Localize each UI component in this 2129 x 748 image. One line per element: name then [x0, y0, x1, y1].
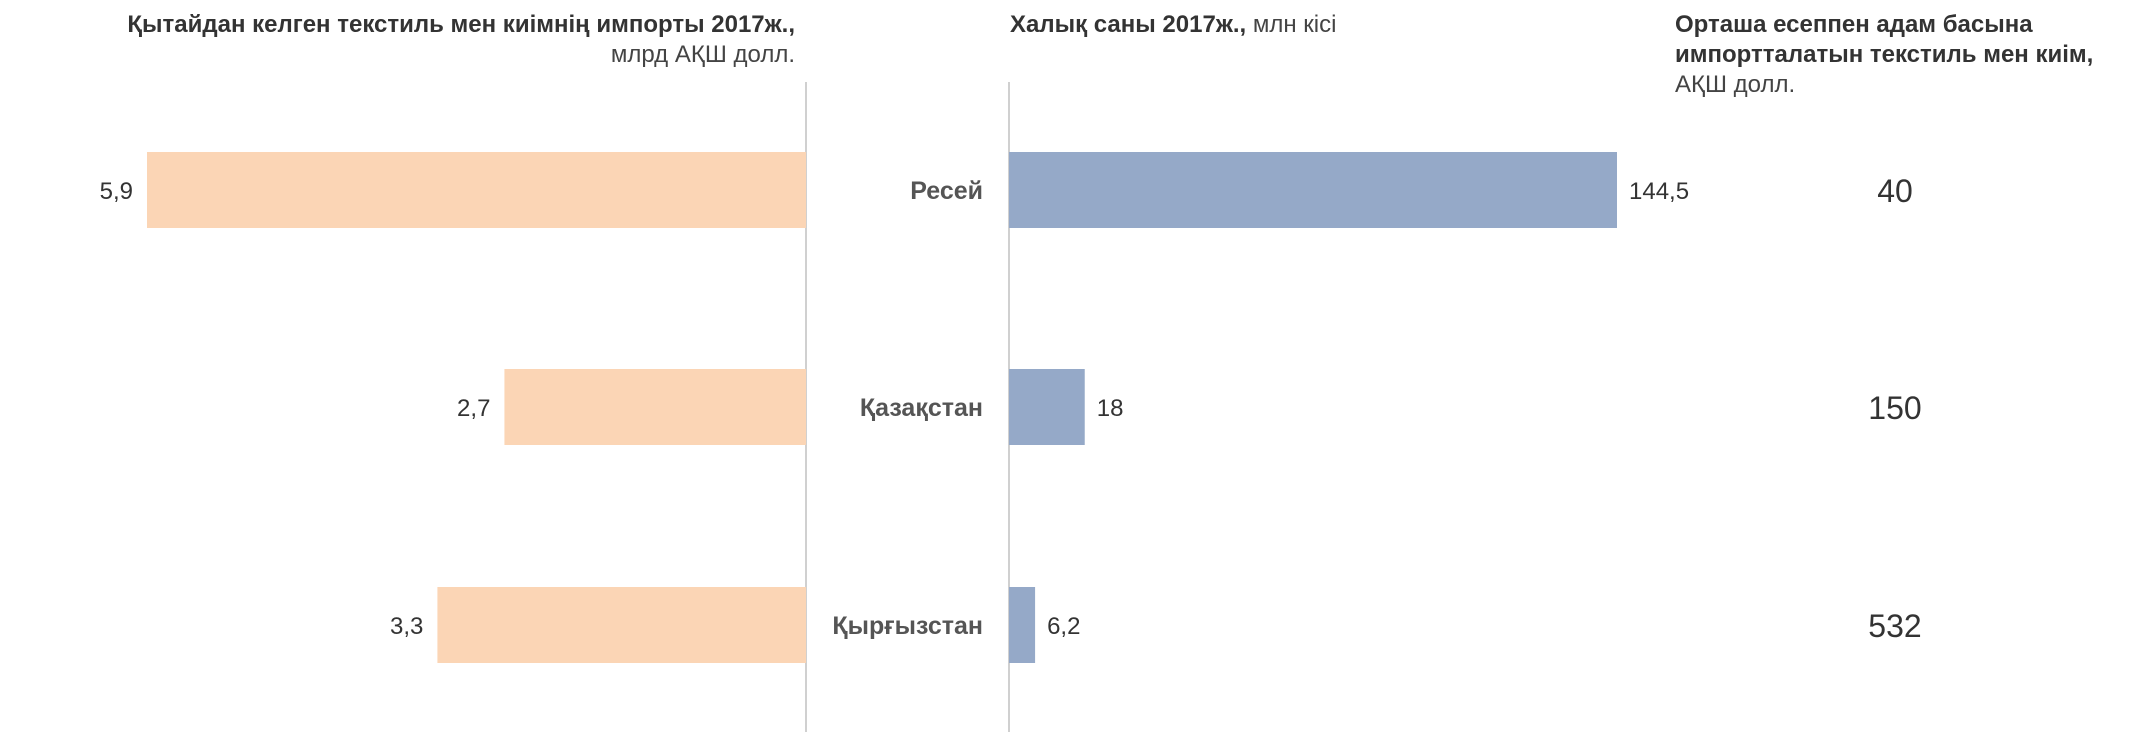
imports-value-label: 5,9 [100, 178, 133, 205]
population-bar [1009, 369, 1085, 445]
per-capita-title-unit: АҚШ долл. [1675, 71, 1796, 98]
category-label: Қырғызстан [832, 612, 983, 640]
per-capita-value: 532 [1868, 608, 1921, 644]
population-bar [1009, 152, 1617, 228]
population-title: Халық саны 2017ж., млн кісі [1010, 10, 1336, 40]
population-value-label: 144,5 [1629, 178, 1689, 205]
per-capita-title-text: Орташа есеппен адам басына импортталатын… [1675, 11, 2094, 68]
imports-bar [504, 369, 806, 445]
imports-value-label: 3,3 [390, 613, 423, 640]
per-capita-value: 150 [1868, 390, 1921, 426]
per-capita-title: Орташа есеппен адам басына импортталатын… [1675, 10, 2105, 100]
population-bar [1009, 587, 1036, 663]
imports-bar [437, 587, 806, 663]
per-capita-value: 40 [1877, 173, 1913, 209]
imports-title: Қытайдан келген текстиль мен киімнің имп… [35, 10, 795, 70]
population-value-label: 18 [1097, 395, 1124, 422]
category-label: Ресей [910, 177, 983, 205]
imports-bar [147, 152, 806, 228]
population-title-text: Халық саны 2017ж., [1010, 11, 1247, 38]
imports-value-label: 2,7 [457, 395, 490, 422]
imports-title-text: Қытайдан келген текстиль мен киімнің имп… [127, 11, 795, 38]
imports-title-unit: млрд АҚШ долл. [610, 41, 795, 68]
category-label: Қазақстан [860, 394, 983, 422]
population-value-label: 6,2 [1047, 613, 1080, 640]
chart-marks: 5,9 Ресей 144,5 40 2,7 Қазақстан 18 150 3,3 Қырғы… [100, 152, 1922, 663]
population-title-unit: млн кісі [1252, 11, 1337, 38]
